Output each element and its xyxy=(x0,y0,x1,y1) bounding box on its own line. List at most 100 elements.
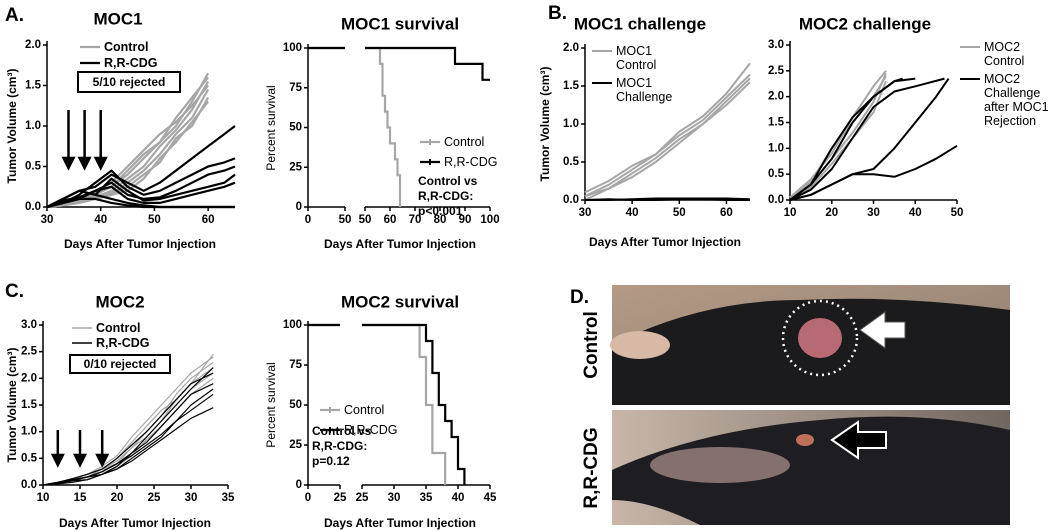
legend-label: MOC2 Challenge after MOC1 Rejection xyxy=(984,72,1049,128)
x-tick-label: 0 xyxy=(305,214,311,226)
y-tick-label: 0.5 xyxy=(768,168,785,180)
x-tick-label: 35 xyxy=(420,492,433,504)
x-tick-label: 35 xyxy=(222,492,235,504)
x-tick-label: 40 xyxy=(909,207,922,219)
panel-label: C. xyxy=(5,281,24,302)
x-tick-label: 25 xyxy=(148,492,161,504)
growth-line xyxy=(46,157,236,209)
y-tick-label: 1.5 xyxy=(768,117,785,129)
x-tick-label: 25 xyxy=(356,492,369,504)
annotation-box xyxy=(77,71,181,93)
x-axis-label: Days After Tumor Injection xyxy=(324,516,476,530)
tumor xyxy=(798,318,842,358)
arrow-black xyxy=(830,420,887,460)
growth-line xyxy=(584,73,751,194)
annotation: Control vs xyxy=(312,424,372,438)
y-tick-label: 2.5 xyxy=(768,65,785,77)
legend-label-box: Control xyxy=(344,403,384,417)
legend-label: MOC2 Control xyxy=(984,40,1025,68)
legend-label-box: MOC1 Control xyxy=(616,44,657,72)
x-tick-label: 15 xyxy=(74,492,87,504)
growth-line xyxy=(584,198,750,201)
growth-line xyxy=(46,165,236,209)
y-tick-label: 2.0 xyxy=(21,372,37,384)
x-tick-label: 25 xyxy=(334,492,347,504)
growth-line xyxy=(42,367,214,486)
x-tick-label: 20 xyxy=(111,492,124,504)
growth-line xyxy=(584,77,751,201)
legend-label-box: MOC1 Challenge xyxy=(616,76,673,104)
y-tick-label: 75 xyxy=(289,359,302,371)
panel-label: A. xyxy=(5,5,24,26)
x-tick-label: 30 xyxy=(579,207,592,219)
treatment-arrow xyxy=(95,430,110,468)
x-axis-label: Days After Tumor Injection xyxy=(324,237,476,251)
y-tick-label: 100 xyxy=(283,319,302,331)
growth-line xyxy=(42,393,214,486)
y-tick-label: 1.5 xyxy=(25,80,42,92)
legend-label: Control xyxy=(444,135,485,149)
x-tick-label: 60 xyxy=(720,207,733,219)
legend-label-box: R,R-CDG xyxy=(444,155,497,169)
legend-label-box: MOC2 Challenge after MOC1 Rejection xyxy=(984,72,1049,128)
legend-label-box: R,R-CDG xyxy=(344,423,398,437)
x-tick-label: 50 xyxy=(148,214,161,226)
legend-label-box: R,R-CDG xyxy=(96,336,150,350)
y-axis-label: Tumor Volume (cm³) xyxy=(5,348,19,463)
x-axis-label: Days After Tumor Injection xyxy=(589,235,741,249)
y-tick-label: 50 xyxy=(289,122,302,134)
annotation: Control vs xyxy=(418,174,478,188)
y-tick-label: 2.0 xyxy=(25,39,41,51)
chart-title: MOC2 survival xyxy=(341,292,459,311)
growth-line xyxy=(789,70,887,199)
annotation: 0/10 rejected xyxy=(84,357,157,371)
chart-title: MOC1 xyxy=(93,9,142,28)
growth-line xyxy=(42,372,214,486)
growth-line xyxy=(42,407,214,486)
legend-label: R,R-CDG xyxy=(104,56,158,70)
annotation: R,R-CDG: xyxy=(418,189,473,203)
panel-label: B. xyxy=(548,3,567,24)
growth-line xyxy=(46,197,235,209)
photo-label: R,R-CDG xyxy=(581,427,602,508)
survival-curve xyxy=(308,46,490,81)
y-tick-label: 3.0 xyxy=(21,319,37,331)
growth-line xyxy=(789,75,887,199)
chart-title: MOC2 challenge xyxy=(799,14,931,33)
legend-label: R,R-CDG xyxy=(344,423,398,437)
treatment-arrow xyxy=(93,110,108,171)
y-tick-label: 2.0 xyxy=(768,91,784,103)
y-tick-label: 1.0 xyxy=(21,426,37,438)
y-tick-label: 25 xyxy=(289,439,302,451)
growth-line xyxy=(584,62,751,198)
legend-label-box: Control xyxy=(104,40,148,54)
annotation: R,R-CDG: xyxy=(312,439,367,453)
x-tick-label: 30 xyxy=(185,492,198,504)
x-tick-label: 40 xyxy=(94,214,107,226)
x-tick-label: 90 xyxy=(459,214,472,226)
x-tick-label: 0 xyxy=(305,492,311,504)
legend-label: MOC1 Control xyxy=(616,44,657,72)
y-tick-label: 3.0 xyxy=(768,39,784,51)
y-tick-label: 0.0 xyxy=(563,194,579,206)
photo-label: Control xyxy=(581,311,602,379)
arrow-white xyxy=(859,311,906,349)
x-tick-label: 45 xyxy=(484,492,497,504)
legend-label: R,R-CDG xyxy=(96,336,150,350)
y-tick-label: 100 xyxy=(283,42,302,54)
y-tick-label: 0.5 xyxy=(25,161,42,173)
treatment-arrow xyxy=(77,110,92,171)
legend-label: MOC1 Challenge xyxy=(616,76,673,104)
growth-line xyxy=(789,144,958,201)
y-tick-label: 1.0 xyxy=(563,118,579,130)
growth-line xyxy=(789,77,903,201)
x-tick-label: 30 xyxy=(867,207,880,219)
growth-line xyxy=(789,72,887,199)
y-tick-label: 0 xyxy=(296,479,302,491)
growth-line xyxy=(789,80,887,201)
x-tick-label: 20 xyxy=(825,207,838,219)
y-axis-label: Percent survival xyxy=(264,85,278,170)
panel-label: D. xyxy=(570,287,589,308)
legend-label-box: R,R-CDG xyxy=(104,56,158,70)
